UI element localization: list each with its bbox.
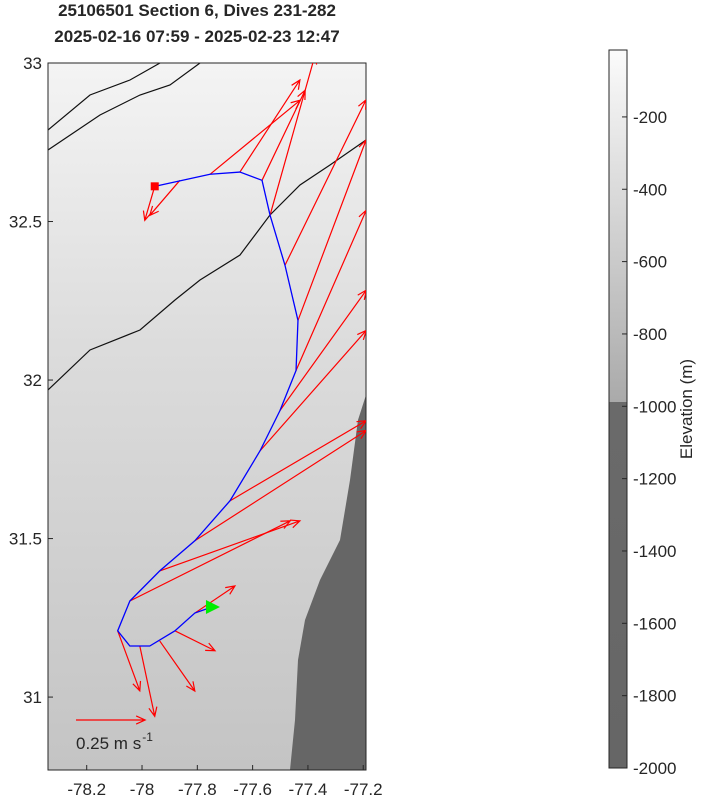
- y-tick-label: 33: [23, 54, 42, 73]
- y-tick-label: 32: [23, 371, 42, 390]
- glider-track: [116, 171, 299, 647]
- current-arrow: [142, 186, 156, 222]
- map-area: [48, 63, 366, 770]
- plot-frame: [47, 62, 367, 771]
- current-arrow: [148, 179, 181, 217]
- title-line-2: 2025-02-16 07:59 - 2025-02-23 12:47: [54, 27, 339, 46]
- contour: [48, 63, 201, 151]
- contour: [48, 139, 366, 391]
- current-arrow: [239, 78, 301, 173]
- x-tick-label: -77.8: [178, 780, 217, 799]
- colorbar-tick-label: -2000: [633, 759, 676, 778]
- current-arrow: [139, 645, 158, 718]
- current-arrow: [194, 429, 366, 542]
- scale-label: 0.25 m s: [76, 734, 141, 753]
- current-arrow: [159, 640, 196, 693]
- colorbar-tick-label: -1000: [633, 397, 676, 416]
- start-marker: [150, 182, 159, 191]
- current-arrow: [117, 630, 142, 693]
- current-arrow: [295, 209, 366, 371]
- y-tick-label: 31.5: [9, 530, 42, 549]
- current-arrow: [229, 420, 366, 502]
- current-arrow: [159, 519, 302, 572]
- end-marker: [205, 600, 220, 615]
- current-arrow: [194, 585, 237, 614]
- deep-water: [290, 395, 366, 770]
- current-arrow: [284, 99, 366, 266]
- x-tick-label: -78.2: [67, 780, 106, 799]
- colorbar: [608, 49, 628, 769]
- current-arrow: [129, 520, 292, 602]
- colorbar-label: Elevation (m): [677, 359, 696, 459]
- x-tick-label: -78: [130, 780, 155, 799]
- contour: [48, 63, 161, 131]
- x-tick-label: -77.4: [289, 780, 328, 799]
- colorbar-tick-label: -600: [633, 253, 667, 272]
- scale-arrow: [76, 715, 147, 725]
- y-tick-label: 32.5: [9, 213, 42, 232]
- colorbar-tick-label: -1400: [633, 542, 676, 561]
- colorbar-tick-label: -200: [633, 108, 667, 127]
- colorbar-tick-label: -400: [633, 180, 667, 199]
- current-arrow: [269, 63, 318, 216]
- current-arrow: [297, 139, 366, 321]
- colorbar-tick-label: -1800: [633, 687, 676, 706]
- overlay: [76, 63, 366, 725]
- x-tick-label: -77.2: [344, 780, 383, 799]
- y-tick-label: 31: [23, 688, 42, 707]
- colorbar-tick-label: -800: [633, 325, 667, 344]
- title-line-1: 25106501 Section 6, Dives 231-282: [58, 1, 336, 20]
- current-arrow: [174, 630, 217, 652]
- scale-exponent: -1: [142, 730, 153, 744]
- x-tick-label: -77.6: [233, 780, 272, 799]
- colorbar-tick-label: -1200: [633, 470, 676, 489]
- current-arrow: [279, 289, 366, 411]
- current-arrow: [259, 329, 366, 452]
- colorbar-tick-label: -1600: [633, 614, 676, 633]
